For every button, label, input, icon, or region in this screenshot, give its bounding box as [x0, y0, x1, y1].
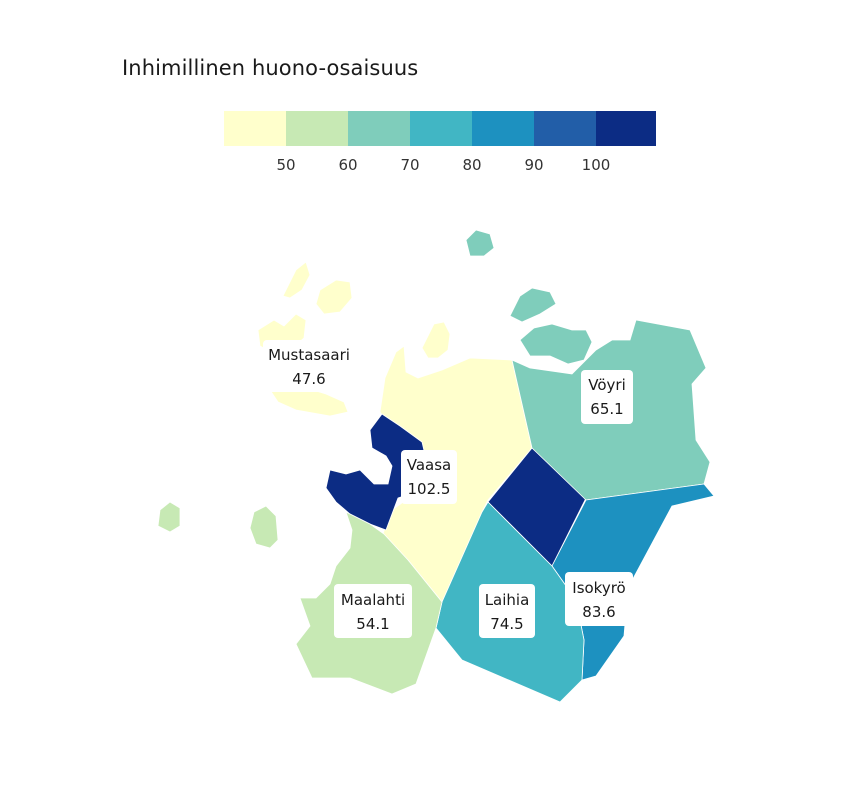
map-title: Inhimillinen huono-osaisuus: [122, 56, 419, 80]
label-voyri-value: 65.1: [590, 400, 623, 418]
label-mustasaari: Mustasaari 47.6: [263, 340, 355, 392]
label-isokyro: Isokyrö 83.6: [565, 572, 633, 626]
region-labels: Mustasaari 47.6 Vöyri 65.1 Vaasa 102.5 M…: [263, 340, 633, 638]
legend-tick-60: 60: [338, 156, 357, 174]
label-maalahti: Maalahti 54.1: [334, 584, 412, 638]
legend-swatch-7: [596, 111, 656, 146]
label-isokyro-name: Isokyrö: [572, 579, 625, 597]
label-maalahti-name: Maalahti: [341, 591, 405, 609]
legend-tick-90: 90: [524, 156, 543, 174]
label-laihia-value: 74.5: [490, 615, 523, 633]
legend: 50 60 70 80 90 100: [224, 111, 656, 174]
label-vaasa: Vaasa 102.5: [401, 450, 457, 504]
label-mustasaari-name: Mustasaari: [268, 346, 350, 364]
legend-swatch-1: [224, 111, 286, 146]
label-voyri: Vöyri 65.1: [581, 370, 633, 424]
label-mustasaari-value: 47.6: [292, 370, 325, 388]
label-laihia: Laihia 74.5: [479, 584, 535, 638]
legend-tick-100: 100: [582, 156, 611, 174]
legend-swatch-3: [348, 111, 410, 146]
legend-swatch-5: [472, 111, 534, 146]
legend-swatch-4: [410, 111, 472, 146]
label-vaasa-value: 102.5: [408, 480, 451, 498]
label-voyri-name: Vöyri: [588, 376, 626, 394]
label-vaasa-name: Vaasa: [407, 456, 452, 474]
legend-tick-80: 80: [462, 156, 481, 174]
legend-tick-50: 50: [276, 156, 295, 174]
label-isokyro-value: 83.6: [582, 603, 615, 621]
label-maalahti-value: 54.1: [356, 615, 389, 633]
legend-swatch-6: [534, 111, 596, 146]
label-laihia-name: Laihia: [485, 591, 530, 609]
legend-tick-70: 70: [400, 156, 419, 174]
legend-swatch-2: [286, 111, 348, 146]
